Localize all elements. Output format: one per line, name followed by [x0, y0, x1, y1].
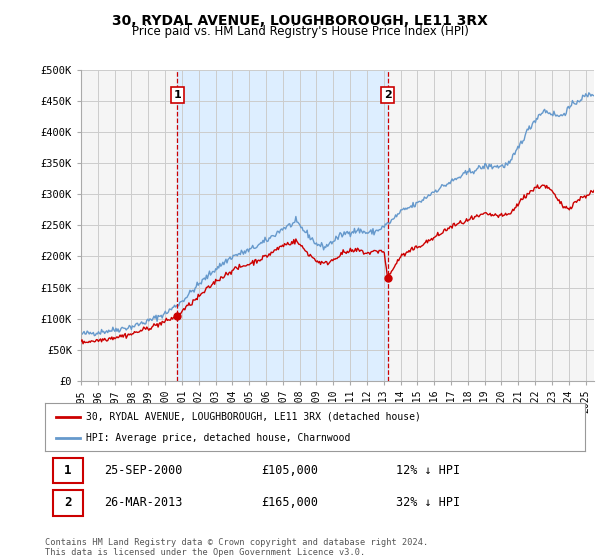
Text: 1: 1: [64, 464, 72, 477]
Text: £105,000: £105,000: [261, 464, 318, 477]
Bar: [178, 70, 388, 381]
Text: 12% ↓ HPI: 12% ↓ HPI: [396, 464, 460, 477]
Text: 2: 2: [384, 90, 391, 100]
Text: 25-SEP-2000: 25-SEP-2000: [104, 464, 183, 477]
Text: £165,000: £165,000: [261, 496, 318, 509]
Text: 30, RYDAL AVENUE, LOUGHBOROUGH, LE11 3RX (detached house): 30, RYDAL AVENUE, LOUGHBOROUGH, LE11 3RX…: [86, 412, 421, 422]
FancyBboxPatch shape: [53, 490, 83, 516]
Text: 32% ↓ HPI: 32% ↓ HPI: [396, 496, 460, 509]
Text: Price paid vs. HM Land Registry's House Price Index (HPI): Price paid vs. HM Land Registry's House …: [131, 25, 469, 38]
Text: 1: 1: [173, 90, 181, 100]
Text: HPI: Average price, detached house, Charnwood: HPI: Average price, detached house, Char…: [86, 433, 350, 444]
Text: 30, RYDAL AVENUE, LOUGHBOROUGH, LE11 3RX: 30, RYDAL AVENUE, LOUGHBOROUGH, LE11 3RX: [112, 14, 488, 28]
Text: 26-MAR-2013: 26-MAR-2013: [104, 496, 183, 509]
FancyBboxPatch shape: [53, 458, 83, 483]
Text: 2: 2: [64, 496, 72, 509]
Text: Contains HM Land Registry data © Crown copyright and database right 2024.
This d: Contains HM Land Registry data © Crown c…: [45, 538, 428, 557]
